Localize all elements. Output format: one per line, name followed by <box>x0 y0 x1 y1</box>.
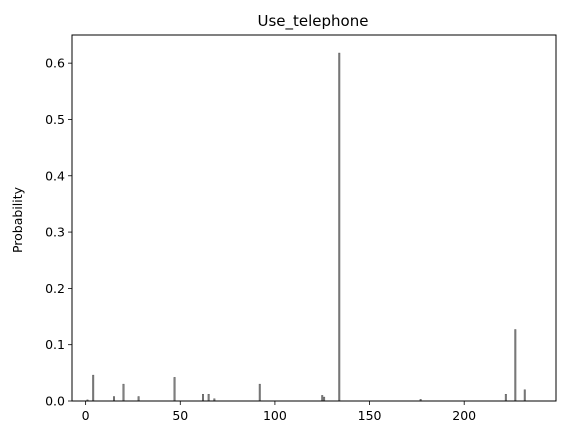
y-tick-label: 0.5 <box>45 112 65 127</box>
x-axis-ticks: 0 50 100 150 200 <box>82 401 476 423</box>
y-axis-label: Probability <box>10 186 25 253</box>
bar-x-47 <box>173 377 176 402</box>
bars <box>86 52 526 402</box>
x-tick-label: 0 <box>82 408 90 423</box>
y-tick-label: 0.2 <box>45 281 65 296</box>
bar-x-4 <box>92 374 95 402</box>
bar-x-232 <box>523 389 526 402</box>
bar-x-125 <box>321 395 324 402</box>
y-tick-label: 0.6 <box>45 56 65 71</box>
bar-x-62 <box>202 394 204 402</box>
bar-x-20 <box>122 383 125 402</box>
x-tick-label: 50 <box>172 408 188 423</box>
plot-frame <box>71 34 557 402</box>
x-tick-label: 100 <box>263 408 287 423</box>
bar-x-134 <box>338 52 341 402</box>
y-axis-ticks: 0.0 0.1 0.2 0.3 0.4 0.5 0.6 <box>45 56 72 409</box>
y-tick-label: 0.4 <box>45 168 65 183</box>
bar-x-15 <box>113 396 115 402</box>
chart-title: Use_telephone <box>258 12 369 31</box>
bar-x-222 <box>504 394 507 402</box>
bar-x-126 <box>323 396 326 402</box>
bar-x-65 <box>207 394 210 402</box>
x-tick-label: 150 <box>358 408 382 423</box>
bar-x-92 <box>258 383 261 402</box>
x-tick-label: 200 <box>452 408 476 423</box>
y-tick-label: 0.1 <box>45 337 65 352</box>
bar-x-28 <box>137 396 140 402</box>
bar-x-227 <box>514 329 517 402</box>
y-tick-label: 0.0 <box>45 394 65 409</box>
y-tick-label: 0.3 <box>45 225 65 240</box>
